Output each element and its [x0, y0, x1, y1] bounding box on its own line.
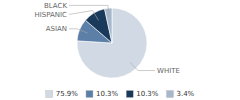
legend-swatch — [126, 91, 133, 98]
legend-label: 3.4% — [176, 90, 194, 98]
leader-line — [69, 5, 109, 16]
pie-slice — [105, 8, 112, 43]
leader-line — [130, 62, 155, 70]
legend-swatch — [46, 91, 53, 98]
legend-label: 10.3% — [96, 90, 119, 98]
slice-label: WHITE — [157, 67, 180, 75]
pie — [77, 8, 147, 78]
slice-label: HISPANIC — [34, 11, 67, 19]
chart: WHITE ASIAN HISPANICBLACK 75.9% 10.3% 10.3% 3.… — [0, 0, 240, 100]
legend-swatch — [166, 91, 173, 98]
legend-label: 10.3% — [136, 90, 159, 98]
pie-slice — [85, 9, 112, 43]
slice-label: ASIAN — [46, 25, 67, 33]
legend-item: 10.3% — [126, 90, 159, 98]
legend: 75.9% 10.3% 10.3% 3.4% — [46, 90, 195, 98]
legend-item: 3.4% — [166, 90, 194, 98]
legend-item: 10.3% — [86, 90, 119, 98]
leader-line — [69, 29, 88, 33]
legend-swatch — [86, 91, 93, 98]
legend-label: 75.9% — [56, 90, 79, 98]
legend-item: 75.9% — [46, 90, 79, 98]
annotations: WHITE ASIAN HISPANICBLACK — [34, 2, 179, 75]
leader-line — [69, 11, 99, 21]
pie-slice — [77, 8, 147, 78]
slice-label: BLACK — [44, 2, 67, 10]
